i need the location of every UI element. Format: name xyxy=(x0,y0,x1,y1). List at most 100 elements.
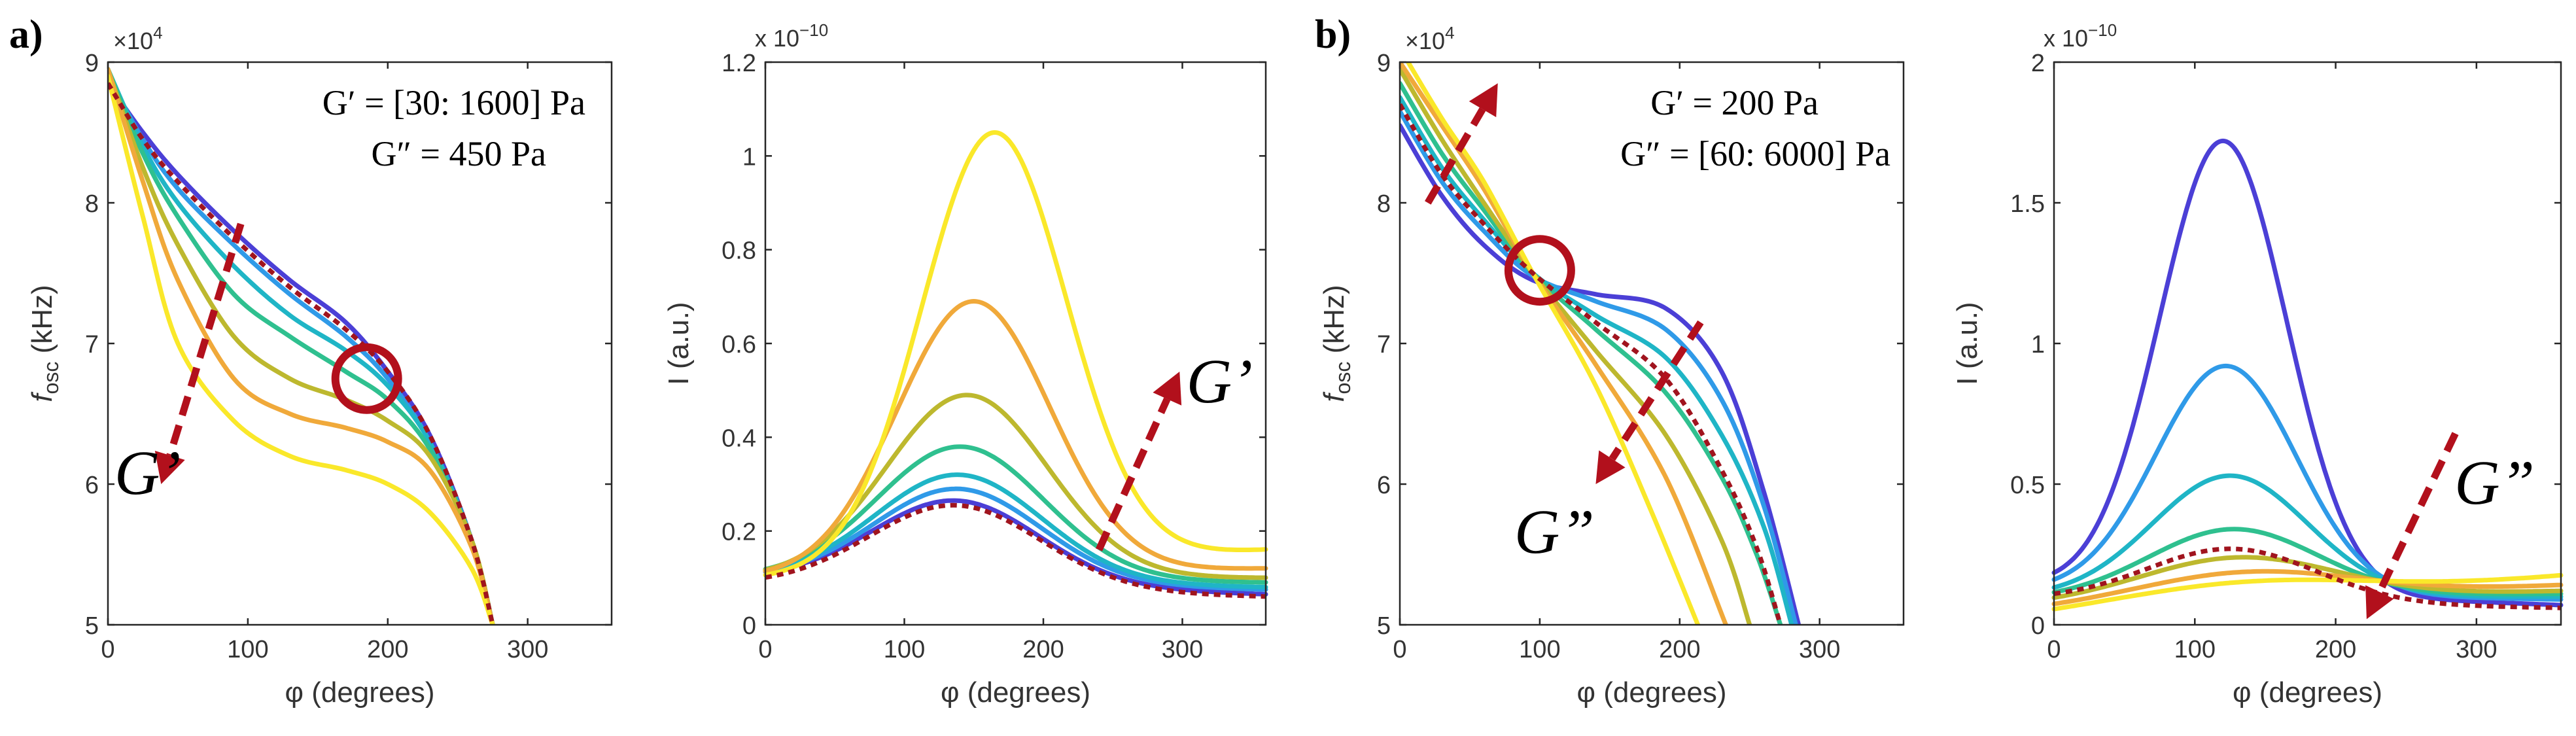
series-line-green xyxy=(763,444,1268,585)
x-tick-label: 100 xyxy=(227,636,268,663)
y-exponent-base: x 10 xyxy=(755,25,799,52)
y-tick-label: 1.2 xyxy=(722,50,756,77)
series-line-yellow xyxy=(2051,572,2564,612)
series-group xyxy=(2051,138,2564,612)
chart-a-intensity: 0 100 200 300 0 0.2 0.4 0.6 0.8 1 1.2 φ (degrees) I … xyxy=(663,20,1268,709)
marker-circle xyxy=(1504,235,1575,306)
y-exponent-power: −10 xyxy=(799,20,828,40)
y-tick-label: 8 xyxy=(85,190,99,218)
series-line-blue xyxy=(2051,138,2564,608)
annotation-g-prime: G′ = [30: 1600] Pa xyxy=(322,83,585,122)
x-tick-label: 300 xyxy=(507,636,548,663)
x-tick-label: 200 xyxy=(2315,636,2356,663)
y-axis-label-unit: (kHz) xyxy=(26,285,58,361)
panel-letter-a: a) xyxy=(9,12,43,57)
series-line-orange xyxy=(2051,569,2564,606)
panel-letter-b: b) xyxy=(1315,12,1351,57)
direction-arrow-down-head xyxy=(1595,450,1626,484)
y-tick-label: 0.2 xyxy=(722,519,756,546)
x-axis-label: φ (degrees) xyxy=(285,676,434,709)
y-axis-label-sub: osc xyxy=(1331,362,1355,394)
series-line-yellow-green xyxy=(1400,67,1752,625)
series-line-light-blue xyxy=(763,486,1268,592)
annotation-arrow-label: G” xyxy=(1514,497,1595,567)
x-tick-label: 100 xyxy=(2174,636,2216,663)
y-axis-label-sub: osc xyxy=(39,362,63,394)
y-tick-label: 2 xyxy=(2031,50,2045,77)
series-line-reference xyxy=(2053,546,2562,610)
x-tick-label: 0 xyxy=(758,636,772,663)
series-line-orange xyxy=(108,67,495,625)
y-exponent: ×104 xyxy=(1405,23,1455,54)
series-line-light-blue xyxy=(1400,109,1798,625)
chart-b-fosc: 0 100 200 300 5 6 7 8 9 φ (degrees) fosc (kHz) ×104… xyxy=(1318,23,1905,709)
direction-arrow-head xyxy=(154,450,185,484)
series-line-yellow-green xyxy=(108,67,495,625)
series-line-green xyxy=(2051,527,2564,597)
series-line-green xyxy=(1400,80,1783,625)
chart-a-fosc: 0 100 200 300 5 6 7 8 9 φ (degrees) fosc (kHz) ×104… xyxy=(26,23,613,709)
y-exponent-base: x 10 xyxy=(2044,25,2088,52)
direction-arrow-shaft xyxy=(2376,432,2459,594)
x-tick-label: 0 xyxy=(1393,636,1406,663)
plot-frame xyxy=(2053,61,2562,626)
x-tick-label: 100 xyxy=(1519,636,1560,663)
direction-arrow-up-head xyxy=(1469,83,1498,118)
y-tick-label: 0.6 xyxy=(722,331,756,359)
x-tick-label: 300 xyxy=(1799,636,1840,663)
x-tick-label: 100 xyxy=(884,636,925,663)
series-line-teal xyxy=(763,472,1268,589)
series-line-blue xyxy=(763,498,1268,597)
y-tick-label: 5 xyxy=(85,612,99,640)
annotation-g-double-prime: G″ = [60: 6000] Pa xyxy=(1620,134,1890,173)
x-tick-label: 0 xyxy=(2047,636,2061,663)
series-line-yellow xyxy=(763,130,1268,578)
series-line-yellow xyxy=(108,74,495,625)
x-tick-label: 0 xyxy=(101,636,114,663)
series-line-orange xyxy=(763,299,1268,574)
x-tick-label: 200 xyxy=(1022,636,1064,663)
annotation-arrow-label: G” xyxy=(2454,447,2535,517)
y-exponent: x 10−10 xyxy=(2044,20,2117,52)
annotation-arrow-label: G’ xyxy=(114,438,181,508)
x-tick-label: 200 xyxy=(367,636,408,663)
y-tick-label: 9 xyxy=(1377,50,1391,77)
y-axis-label: fosc (kHz) xyxy=(26,285,63,402)
chart-b-intensity: 0 100 200 300 0 0.5 1 1.5 2 φ (degrees) I (a.u.) x … xyxy=(1951,20,2564,709)
y-exponent-power: −10 xyxy=(2088,20,2117,40)
series-line-yellow-green xyxy=(2051,555,2564,600)
marker-circle xyxy=(331,343,402,414)
direction-arrow-shaft xyxy=(166,222,245,457)
y-axis-label: I (a.u.) xyxy=(1951,302,1983,385)
series-group xyxy=(763,130,1268,599)
y-axis-label-unit: (kHz) xyxy=(1318,285,1350,361)
y-exponent-power: 4 xyxy=(1445,23,1454,43)
y-tick-label: 7 xyxy=(1377,331,1391,359)
x-axis-label: φ (degrees) xyxy=(1576,676,1726,709)
annotation-arrow-label: G’ xyxy=(1187,346,1253,416)
series-group xyxy=(108,67,495,625)
direction-arrow-up-shaft xyxy=(1425,107,1486,205)
y-axis-label: fosc (kHz) xyxy=(1318,285,1355,402)
y-tick-label: 9 xyxy=(85,50,99,77)
direction-arrow-head xyxy=(2365,585,2394,620)
y-tick-label: 0 xyxy=(2031,612,2045,640)
x-tick-label: 300 xyxy=(1162,636,1203,663)
y-exponent-base: ×10 xyxy=(113,27,153,54)
series-line-yellow xyxy=(1405,62,1701,625)
y-tick-label: 1.5 xyxy=(2010,190,2045,218)
x-axis-label: φ (degrees) xyxy=(2233,676,2382,709)
x-axis-label: φ (degrees) xyxy=(941,676,1090,709)
y-exponent-power: 4 xyxy=(153,23,162,43)
annotation-g-prime: G′ = 200 Pa xyxy=(1650,83,1819,122)
series-line-blue xyxy=(1400,123,1801,625)
y-tick-label: 6 xyxy=(1377,472,1391,499)
y-tick-label: 0 xyxy=(742,612,756,640)
y-tick-label: 1 xyxy=(2031,331,2045,359)
series-line-reference xyxy=(108,82,495,625)
series-line-reference xyxy=(765,502,1266,599)
y-tick-label: 6 xyxy=(85,472,99,499)
annotation-g-double-prime: G″ = 450 Pa xyxy=(372,134,546,173)
series-line-teal xyxy=(1400,95,1794,625)
direction-arrow-head xyxy=(1153,372,1182,406)
